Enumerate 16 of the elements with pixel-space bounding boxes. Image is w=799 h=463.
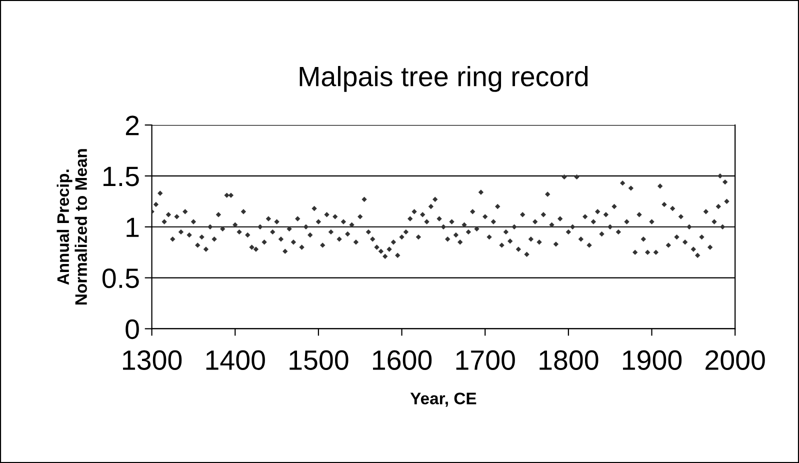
x-tick-label: 1300 — [123, 350, 182, 370]
y-axis-title: Annual Precip. Normalized to Mean — [56, 149, 87, 304]
y-tick-label: 0.5 — [102, 268, 139, 288]
y-tick-label: 1.5 — [104, 166, 139, 186]
x-tick-label: 1900 — [622, 350, 682, 370]
x-tick-label: 1500 — [290, 350, 348, 370]
x-axis-title: Year, CE — [410, 392, 476, 407]
chart-title: Malpais tree ring record — [300, 66, 588, 92]
x-tick-label: 2000 — [706, 350, 765, 370]
x-tick-label: 1700 — [456, 350, 515, 370]
y-tick-label: 0 — [126, 319, 139, 340]
x-tick-label: 1600 — [373, 350, 432, 370]
x-tick-label: 1400 — [206, 350, 265, 370]
y-tick-label: 2 — [126, 116, 139, 136]
y-tick-label: 1 — [126, 218, 139, 237]
x-tick-label: 1800 — [540, 350, 598, 370]
